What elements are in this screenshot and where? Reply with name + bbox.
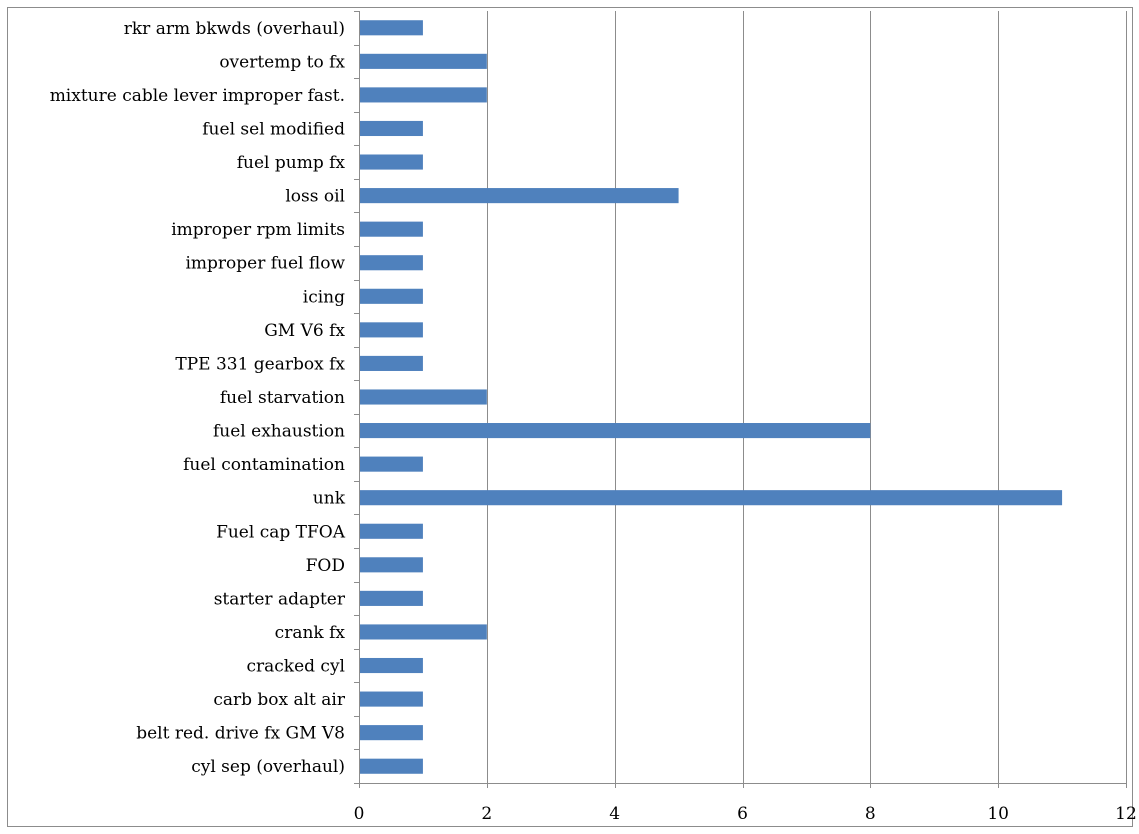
category-label: icing [303,287,345,307]
bar [359,490,1063,506]
bar [359,87,487,103]
bar [359,758,423,774]
category-label: carb box alt air [213,690,346,710]
category-label: rkr arm bkwds (overhaul) [124,19,345,39]
category-label: GM V6 fx [264,321,345,341]
category-label: fuel starvation [220,388,345,408]
bar [359,53,487,69]
category-label: improper fuel flow [185,254,345,274]
x-tick-label: 4 [609,804,620,824]
bar [359,456,423,472]
category-label: cyl sep (overhaul) [191,757,345,777]
category-label: Fuel cap TFOA [216,522,346,542]
bar [359,355,423,371]
category-label: cracked cyl [246,657,345,677]
bar [359,188,679,204]
category-label: overtemp to fx [219,52,345,72]
bar [359,255,423,271]
category-label: FOD [306,556,345,576]
category-label: starter adapter [214,589,346,609]
bar [359,20,423,36]
category-label: loss oil [285,187,345,207]
bar [359,288,423,304]
bar [359,120,423,137]
bar [359,657,423,674]
chart-frame [7,7,1133,827]
category-label: TPE 331 gearbox fx [175,354,345,374]
bar [359,557,423,573]
x-tick-label: 6 [737,804,748,824]
category-label: unk [313,489,346,509]
bar [359,221,423,237]
bar [359,523,423,539]
x-tick-label: 12 [1115,804,1137,824]
category-label: belt red. drive fx GM V8 [136,724,345,744]
category-label: crank fx [275,623,346,643]
x-tick-label: 10 [987,804,1009,824]
bar [359,423,871,439]
bar [359,691,423,707]
bar [359,590,423,606]
category-label: fuel sel modified [202,119,345,139]
category-label: fuel exhaustion [213,422,345,442]
bar [359,624,487,640]
category-label: fuel pump fx [237,153,346,173]
category-label: fuel contamination [183,455,345,475]
category-label: mixture cable lever improper fast. [50,86,345,106]
x-tick-label: 2 [481,804,492,824]
bar [359,322,423,338]
category-label: improper rpm limits [171,220,345,240]
x-tick-label: 0 [354,804,365,824]
bar [359,154,423,170]
x-tick-label: 8 [865,804,876,824]
bar [359,389,487,405]
bar [359,725,423,741]
